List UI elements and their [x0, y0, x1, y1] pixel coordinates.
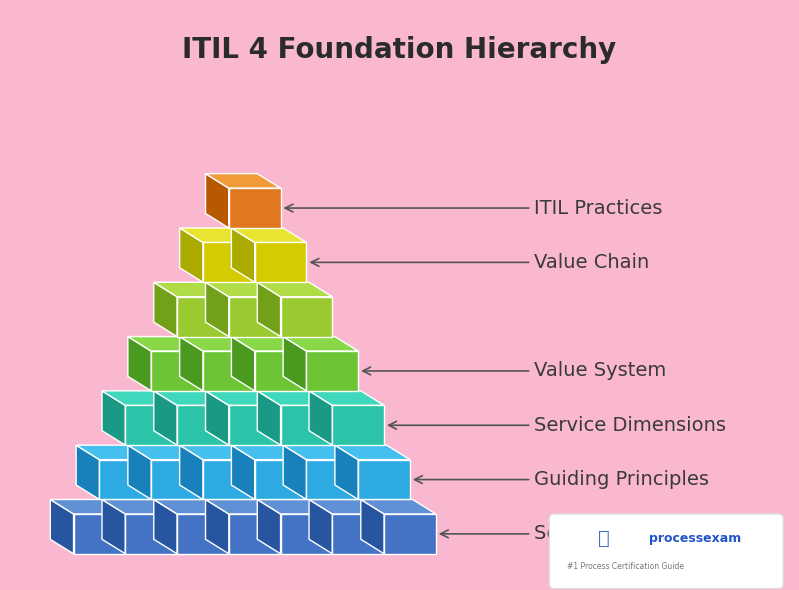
Polygon shape	[153, 500, 229, 514]
Polygon shape	[335, 445, 358, 500]
Polygon shape	[180, 445, 203, 500]
Polygon shape	[309, 391, 384, 405]
Polygon shape	[203, 351, 255, 391]
Polygon shape	[102, 500, 125, 554]
Polygon shape	[232, 336, 255, 391]
Polygon shape	[361, 500, 435, 514]
Polygon shape	[128, 445, 151, 500]
Polygon shape	[280, 297, 332, 336]
Polygon shape	[232, 228, 255, 282]
Polygon shape	[332, 514, 384, 554]
Polygon shape	[102, 500, 177, 514]
Polygon shape	[384, 514, 435, 554]
Polygon shape	[229, 188, 280, 228]
Polygon shape	[180, 228, 255, 242]
Polygon shape	[177, 514, 229, 554]
Polygon shape	[151, 460, 203, 500]
Polygon shape	[205, 173, 280, 188]
Polygon shape	[128, 336, 151, 391]
Polygon shape	[255, 242, 307, 282]
Polygon shape	[257, 282, 332, 297]
Polygon shape	[280, 405, 332, 445]
Polygon shape	[283, 336, 358, 351]
Polygon shape	[125, 405, 177, 445]
FancyBboxPatch shape	[549, 514, 783, 589]
Polygon shape	[76, 445, 151, 460]
Polygon shape	[232, 445, 255, 500]
Polygon shape	[180, 336, 255, 351]
Text: Guiding Principles: Guiding Principles	[415, 470, 710, 489]
Polygon shape	[76, 445, 99, 500]
Text: Value System: Value System	[363, 362, 666, 381]
Polygon shape	[74, 514, 125, 554]
Polygon shape	[205, 173, 229, 228]
Polygon shape	[283, 445, 307, 500]
Polygon shape	[332, 405, 384, 445]
Polygon shape	[153, 282, 177, 336]
Polygon shape	[50, 500, 74, 554]
Polygon shape	[205, 282, 280, 297]
Polygon shape	[128, 336, 203, 351]
Polygon shape	[283, 445, 358, 460]
Polygon shape	[280, 514, 332, 554]
Polygon shape	[232, 228, 307, 242]
Polygon shape	[229, 297, 280, 336]
Polygon shape	[257, 500, 332, 514]
Polygon shape	[232, 445, 307, 460]
Polygon shape	[257, 391, 332, 405]
Polygon shape	[283, 336, 307, 391]
Polygon shape	[229, 405, 280, 445]
Polygon shape	[205, 500, 229, 554]
Polygon shape	[177, 405, 229, 445]
Polygon shape	[151, 351, 203, 391]
Text: ⓘ: ⓘ	[598, 529, 610, 548]
Polygon shape	[335, 445, 410, 460]
Text: Service Dimensions: Service Dimensions	[389, 416, 726, 435]
Polygon shape	[180, 336, 203, 391]
Polygon shape	[205, 391, 229, 445]
Polygon shape	[257, 500, 280, 554]
Polygon shape	[50, 500, 125, 514]
Polygon shape	[128, 445, 203, 460]
Polygon shape	[232, 336, 307, 351]
Polygon shape	[153, 391, 229, 405]
Polygon shape	[102, 391, 177, 405]
Text: ITIL Practices: ITIL Practices	[285, 199, 662, 218]
Polygon shape	[180, 445, 255, 460]
Polygon shape	[307, 460, 358, 500]
Polygon shape	[309, 500, 332, 554]
Text: ITIL 4 Foundation Hierarchy: ITIL 4 Foundation Hierarchy	[182, 36, 617, 64]
Polygon shape	[257, 391, 280, 445]
Polygon shape	[153, 500, 177, 554]
Text: Service Concepts: Service Concepts	[440, 525, 704, 543]
Polygon shape	[358, 460, 410, 500]
Polygon shape	[125, 514, 177, 554]
Polygon shape	[203, 460, 255, 500]
Polygon shape	[255, 460, 307, 500]
Polygon shape	[177, 297, 229, 336]
Polygon shape	[255, 351, 307, 391]
Polygon shape	[180, 228, 203, 282]
Text: Value Chain: Value Chain	[311, 253, 650, 272]
Polygon shape	[307, 351, 358, 391]
Polygon shape	[361, 500, 384, 554]
Polygon shape	[257, 282, 280, 336]
Polygon shape	[203, 242, 255, 282]
Polygon shape	[205, 282, 229, 336]
Text: #1 Process Certification Guide: #1 Process Certification Guide	[567, 562, 685, 571]
Polygon shape	[309, 391, 332, 445]
Polygon shape	[99, 460, 151, 500]
Polygon shape	[229, 514, 280, 554]
Polygon shape	[205, 500, 280, 514]
Polygon shape	[102, 391, 125, 445]
Polygon shape	[309, 500, 384, 514]
Text: processexam: processexam	[649, 532, 741, 545]
Polygon shape	[153, 391, 177, 445]
Polygon shape	[153, 282, 229, 297]
Polygon shape	[205, 391, 280, 405]
